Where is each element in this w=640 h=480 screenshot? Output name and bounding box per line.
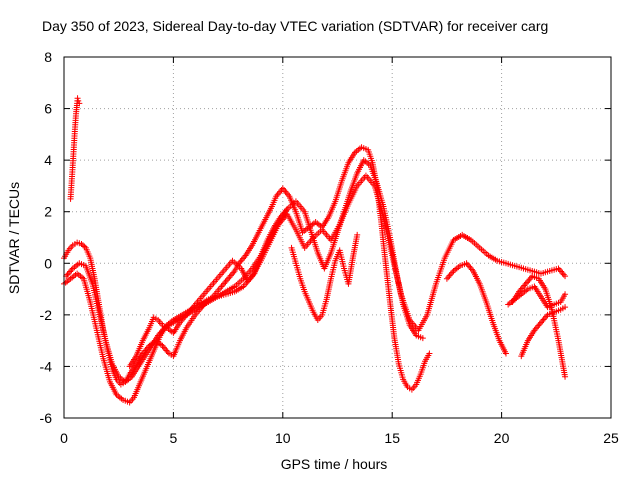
chart-title: Day 350 of 2023, Sidereal Day-to-day VTE… bbox=[42, 18, 548, 34]
series-track-9 bbox=[518, 304, 569, 360]
axes: 0 5 10 15 20 25 -6 -4 -2 0 2 4 6 8 bbox=[40, 49, 619, 446]
data-point bbox=[562, 273, 569, 280]
data-points bbox=[61, 95, 569, 406]
y-tick-label: 0 bbox=[44, 255, 52, 271]
y-tick-label: -4 bbox=[40, 358, 53, 374]
y-tick-label: 6 bbox=[44, 101, 52, 117]
y-tick-label: -6 bbox=[40, 410, 53, 426]
x-tick-label: 20 bbox=[494, 430, 510, 446]
data-point bbox=[81, 243, 88, 250]
series-track-4 bbox=[63, 157, 426, 385]
y-axis-label: SDTVAR / TECUs bbox=[6, 182, 22, 294]
data-point bbox=[284, 206, 291, 213]
series-track-1 bbox=[67, 95, 83, 202]
x-tick-label: 15 bbox=[384, 430, 400, 446]
plot-frame bbox=[63, 56, 612, 419]
data-point bbox=[419, 335, 426, 342]
series-track-10 bbox=[505, 283, 569, 311]
x-tick-label: 25 bbox=[603, 430, 619, 446]
y-tick-label: 8 bbox=[44, 49, 52, 65]
x-tick-label: 5 bbox=[170, 430, 178, 446]
data-point bbox=[502, 350, 509, 357]
y-tick-label: -2 bbox=[40, 307, 53, 323]
data-point bbox=[562, 304, 569, 311]
series-track-8 bbox=[509, 273, 569, 380]
data-point bbox=[562, 373, 569, 380]
data-point bbox=[354, 231, 361, 238]
data-point bbox=[78, 240, 85, 247]
data-point bbox=[79, 242, 86, 249]
x-tick-label: 10 bbox=[275, 430, 291, 446]
y-tick-label: 2 bbox=[44, 204, 52, 220]
data-point bbox=[74, 95, 81, 102]
data-point bbox=[75, 97, 82, 104]
data-point bbox=[76, 100, 83, 107]
series-track-6 bbox=[288, 231, 361, 324]
data-point bbox=[426, 350, 433, 357]
data-point bbox=[562, 291, 569, 298]
series-track-2 bbox=[61, 144, 433, 393]
series-track-7 bbox=[443, 260, 509, 357]
series-track-5 bbox=[126, 206, 291, 370]
x-axis-label: GPS time / hours bbox=[281, 456, 388, 472]
x-tick-label: 0 bbox=[60, 430, 68, 446]
y-tick-label: 4 bbox=[44, 152, 52, 168]
